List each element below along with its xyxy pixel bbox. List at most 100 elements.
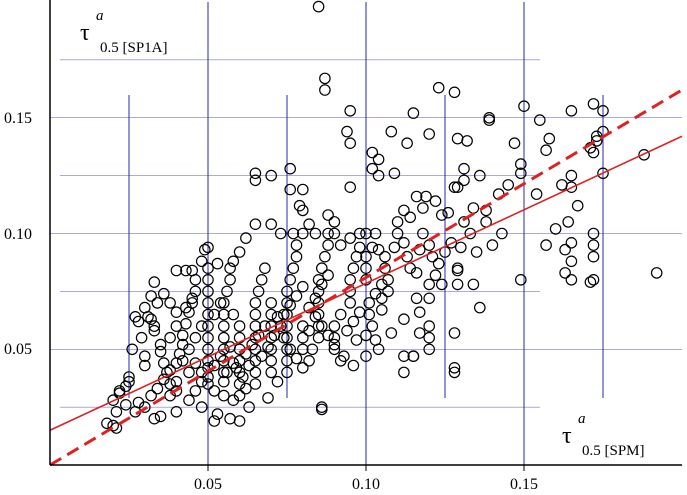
data-point — [135, 331, 148, 344]
data-point — [164, 297, 176, 309]
scatter-points — [101, 0, 663, 434]
data-point — [514, 167, 527, 180]
data-point — [148, 412, 161, 425]
data-point — [322, 329, 334, 342]
data-point — [180, 317, 192, 330]
data-point — [388, 241, 401, 254]
data-point — [170, 405, 183, 418]
data-point — [233, 415, 246, 427]
data-point — [158, 287, 170, 300]
data-point — [265, 308, 277, 321]
data-point — [233, 389, 246, 402]
data-point — [597, 167, 609, 180]
data-point — [281, 366, 293, 379]
data-point — [110, 405, 123, 418]
data-point — [154, 338, 167, 351]
data-point — [287, 227, 300, 240]
data-point — [315, 401, 328, 413]
data-point — [556, 179, 568, 191]
data-point — [296, 227, 309, 240]
data-point — [221, 366, 233, 379]
data-point — [227, 308, 240, 321]
data-point — [344, 137, 356, 149]
data-point — [565, 237, 578, 249]
data-point — [369, 227, 382, 240]
x-label-sup: a — [578, 411, 586, 427]
data-point — [366, 241, 379, 254]
data-point — [328, 227, 341, 240]
y-axis-label: τ a 0.5 [SP1A] — [80, 8, 168, 56]
data-point — [398, 237, 410, 249]
data-point — [353, 227, 366, 240]
data-point — [448, 366, 461, 379]
data-point — [341, 324, 353, 337]
data-point — [195, 255, 208, 268]
data-point — [360, 350, 372, 362]
data-point — [281, 343, 293, 356]
data-point — [224, 273, 236, 286]
data-point — [262, 392, 274, 404]
data-point — [334, 308, 347, 321]
data-point — [502, 179, 514, 191]
data-point — [164, 364, 176, 376]
data-point — [483, 112, 495, 124]
data-point — [296, 331, 309, 344]
fit-lines — [49, 88, 683, 467]
data-point — [186, 292, 198, 305]
data-point — [423, 292, 435, 305]
data-point — [413, 327, 426, 339]
data-point — [249, 167, 262, 180]
data-point — [218, 389, 230, 402]
data-point — [461, 135, 473, 147]
data-point — [347, 359, 360, 372]
data-point — [347, 315, 360, 328]
data-point — [413, 306, 426, 318]
data-point — [120, 380, 132, 393]
data-point — [252, 285, 265, 298]
data-point — [518, 100, 530, 112]
y-tick-label: 0.05 — [4, 341, 32, 358]
data-point — [189, 285, 202, 298]
data-point — [303, 324, 315, 337]
data-point — [145, 389, 157, 402]
data-point — [423, 278, 435, 291]
data-point — [587, 146, 600, 159]
data-point — [195, 320, 208, 332]
data-point — [211, 257, 224, 270]
data-point — [360, 262, 372, 274]
data-point — [451, 264, 464, 277]
data-point — [369, 287, 382, 300]
data-point — [388, 167, 401, 180]
data-point — [208, 385, 221, 397]
data-point — [315, 278, 328, 291]
data-point — [312, 331, 325, 344]
data-point — [107, 419, 119, 432]
data-point — [284, 343, 296, 356]
data-point — [350, 334, 363, 346]
data-point — [164, 331, 176, 344]
y-label-symbol: τ — [80, 20, 90, 46]
data-point — [290, 250, 303, 263]
data-point — [214, 297, 227, 309]
data-point — [344, 273, 356, 286]
data-point — [202, 378, 214, 390]
data-point — [372, 169, 385, 182]
data-point — [183, 366, 195, 379]
axes — [49, 0, 682, 471]
data-point — [360, 250, 372, 263]
data-point — [296, 361, 309, 374]
data-point — [199, 243, 211, 256]
y-tick-label: 0.10 — [4, 226, 32, 243]
data-point — [243, 401, 255, 413]
data-point — [271, 375, 284, 388]
data-point — [543, 132, 556, 145]
data-point — [218, 366, 230, 379]
data-point — [315, 262, 328, 274]
data-point — [202, 285, 214, 298]
data-point — [587, 227, 600, 240]
data-point — [322, 209, 334, 221]
data-point — [451, 278, 464, 291]
data-point — [458, 174, 470, 187]
data-point — [265, 343, 277, 356]
